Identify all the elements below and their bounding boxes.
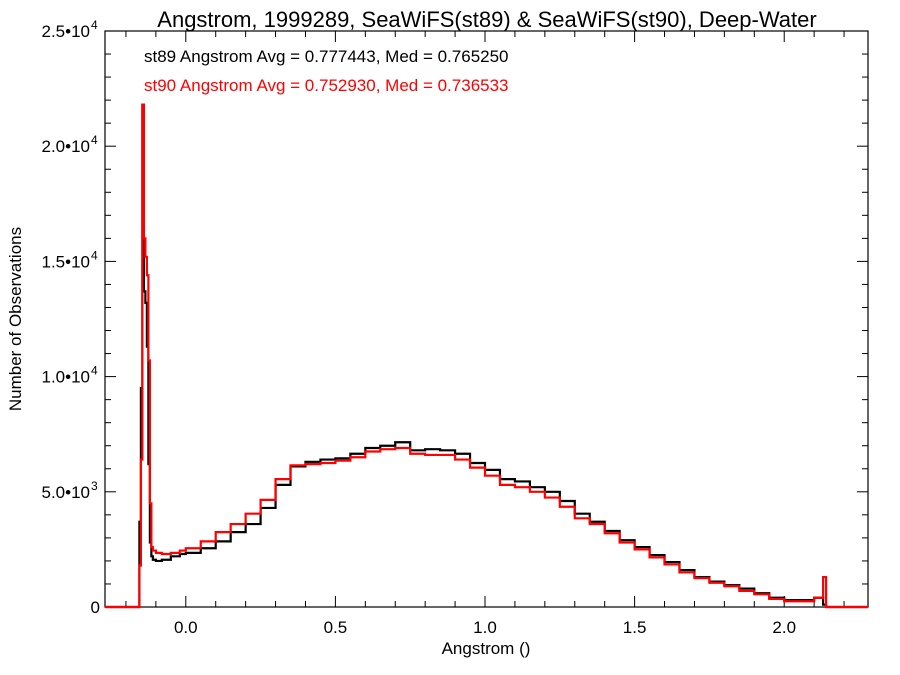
x-tick-label: 0.5 [324,618,348,637]
y-tick-label-base: 0 [91,598,100,617]
x-tick-label: 2.0 [772,618,796,637]
y-tick-label: 1.0•10 4 [42,364,99,387]
y-tick-label: 2.0•10 4 [42,133,99,156]
series-st89-line [105,103,868,609]
annotation-st90: st90 Angstrom Avg = 0.752930, Med = 0.73… [144,76,509,95]
series-layer [105,103,868,609]
y-tick-labels: 05.0•10 31.0•10 41.5•10 42.0•10 42.5•10 4 [42,18,101,617]
annotation-st89: st89 Angstrom Avg = 0.777443, Med = 0.76… [144,47,509,66]
y-tick-label: 2.5•10 4 [42,18,99,41]
y-tick-label-exponent: 4 [91,248,98,262]
x-tick-label: 1.5 [623,618,647,637]
axis-ticks [105,30,868,608]
y-tick-label-base: 1.5•10 [42,252,91,271]
x-tick-label: 1.0 [473,618,497,637]
y-tick-label-exponent: 4 [91,364,98,378]
y-tick-label: 1.5•10 4 [42,248,99,271]
y-tick-label-exponent: 4 [91,18,98,32]
y-axis-label: Number of Observations [6,227,25,411]
y-tick-label: 0 [91,598,100,617]
x-axis-label: Angstrom () [442,639,531,658]
y-tick-label-base: 1.0•10 [42,368,91,387]
x-tick-label: 0.0 [174,618,198,637]
y-tick-label-base: 5.0•10 [42,483,91,502]
series-st90-line [105,103,868,609]
plot-frame [104,30,869,608]
y-tick-label-exponent: 4 [91,133,98,147]
y-tick-label: 5.0•10 3 [42,479,99,502]
y-tick-label-base: 2.5•10 [42,22,91,41]
y-tick-label-base: 2.0•10 [42,137,91,156]
x-tick-labels: 0.0 0.5 1.0 1.5 2.0 [174,618,796,637]
y-tick-label-exponent: 3 [91,479,98,493]
chart-title: Angstrom, 1999289, SeaWiFS(st89) & SeaWi… [157,7,816,32]
